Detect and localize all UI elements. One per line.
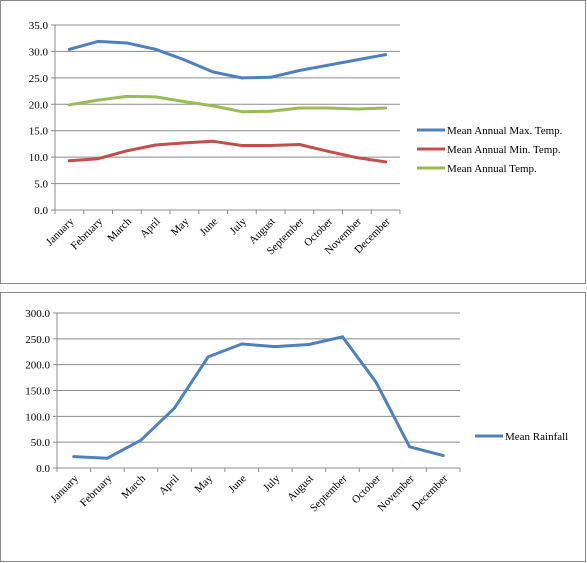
x-tick-label: December <box>410 472 451 513</box>
data-point <box>211 70 215 74</box>
data-point <box>384 160 388 164</box>
data-point <box>67 103 71 107</box>
x-tick-label: April <box>138 216 163 241</box>
x-tick-label: September <box>308 472 350 514</box>
data-point <box>297 69 301 72</box>
temperature-chart-panel: 0.0 5.0 10.0 15.0 20.0 25.0 30.0 35.0 January Feb… <box>0 0 586 284</box>
data-point <box>182 100 186 104</box>
data-point <box>374 380 378 384</box>
data-point <box>408 445 412 449</box>
data-point <box>384 53 388 56</box>
x-tick-label: October <box>350 472 384 506</box>
y-tick-label: 5.0 <box>34 179 48 191</box>
y-tick-label: 100.0 <box>25 411 50 423</box>
x-tick-label: March <box>119 472 148 501</box>
data-point <box>326 106 330 110</box>
y-tick-label: 25.0 <box>29 73 49 85</box>
data-point <box>125 149 129 153</box>
data-point <box>269 109 273 113</box>
data-point <box>125 41 129 45</box>
y-tick-label: 150.0 <box>25 386 50 398</box>
data-point <box>384 106 388 110</box>
data-point <box>72 455 76 459</box>
data-point <box>105 456 109 460</box>
y-tick-label: 0.0 <box>34 205 48 217</box>
x-tick-label: February <box>69 215 106 252</box>
x-tick-label: May <box>192 472 215 495</box>
series-line <box>72 335 445 460</box>
data-point <box>154 47 158 51</box>
x-tick-label: June <box>226 473 249 496</box>
x-tick-label: November <box>375 472 417 514</box>
data-point <box>240 76 244 80</box>
y-tick-label: 20.0 <box>29 99 49 111</box>
data-point <box>240 110 244 114</box>
data-point <box>441 454 445 457</box>
data-point <box>211 104 215 108</box>
y-tick-label: 15.0 <box>29 126 49 138</box>
temperature-chart: 0.05.010.015.020.025.030.035.0JanuaryFeb… <box>29 20 563 257</box>
y-tick-label: 250.0 <box>25 334 50 346</box>
series-line <box>67 94 388 114</box>
rainfall-chart-panel: 0.0 50.0 100.0 150.0 200.0 250.0 300.0 January F… <box>0 292 586 562</box>
rainfall-chart: 0.0 50.0 100.0 150.0 200.0 250.0 300.0 JanuaryF… <box>25 308 568 514</box>
y-tick-label: 200.0 <box>25 360 50 372</box>
data-point <box>240 144 244 147</box>
data-point <box>154 95 158 99</box>
data-point <box>355 107 359 111</box>
data-point <box>173 406 176 410</box>
legend-label: Mean Annual Min. Temp. <box>447 144 561 156</box>
data-point <box>139 438 143 442</box>
y-tick-label: 30.0 <box>29 46 49 58</box>
data-point <box>326 149 330 153</box>
x-tick-label: April <box>157 473 182 498</box>
y-tick-label: 50.0 <box>31 437 51 449</box>
data-point <box>269 75 273 79</box>
data-point <box>96 39 100 43</box>
x-tick-label: August <box>285 473 316 504</box>
y-tick-label: 10.0 <box>29 152 49 164</box>
legend-label: Mean Annual Max. Temp. <box>447 125 563 137</box>
data-point <box>297 143 301 146</box>
x-tick-label: January <box>48 472 81 505</box>
x-tick-label: June <box>197 216 220 239</box>
legend-label: Mean Annual Temp. <box>447 163 537 175</box>
y-tick-label: 0.0 <box>36 463 50 475</box>
data-point <box>206 355 210 359</box>
data-point <box>355 58 359 62</box>
data-point <box>67 47 71 51</box>
x-tick-label: July <box>228 215 250 237</box>
data-point <box>67 159 71 163</box>
data-point <box>182 58 186 62</box>
data-point <box>96 98 100 102</box>
data-point <box>154 143 158 147</box>
data-point <box>211 139 215 143</box>
data-point <box>341 335 344 339</box>
data-point <box>240 342 244 346</box>
data-point <box>96 157 100 161</box>
x-tick-label: March <box>105 215 134 244</box>
x-tick-label: July <box>261 472 283 494</box>
x-tick-label: May <box>169 215 192 238</box>
data-point <box>297 106 301 110</box>
series-line <box>67 139 388 164</box>
legend-label: Mean Rainfall <box>505 431 568 443</box>
data-point <box>273 345 277 348</box>
data-point <box>125 94 129 98</box>
y-tick-label: 300.0 <box>25 308 50 320</box>
data-point <box>355 156 359 160</box>
data-point <box>182 141 186 145</box>
x-tick-label: February <box>78 472 115 509</box>
data-point <box>269 144 273 147</box>
y-tick-label: 35.0 <box>29 20 49 32</box>
data-point <box>307 343 311 346</box>
series-line <box>67 39 388 80</box>
data-point <box>326 63 330 67</box>
